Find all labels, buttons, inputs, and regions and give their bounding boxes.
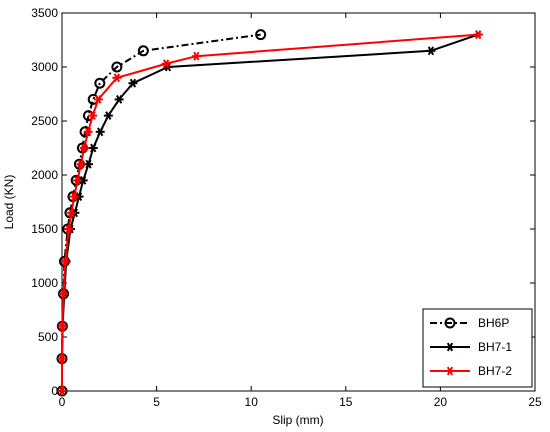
y-tick-label: 0 [51,384,58,398]
legend-entry: BH6P [430,316,509,330]
data-point [103,111,113,120]
legend-marker [445,366,455,376]
data-point [473,30,483,39]
x-tick-label: 25 [528,395,542,409]
x-axis-title: Slip (mm) [272,413,323,427]
legend-label: BH7-2 [478,364,512,378]
y-tick-label: 3000 [31,60,58,74]
legend-label: BH7-1 [478,340,512,354]
series-layer [56,29,483,397]
data-point [59,289,69,299]
x-tick-label: 0 [59,395,66,409]
data-point [57,386,67,396]
data-point [83,127,93,137]
data-point [57,321,67,331]
data-point [114,95,124,104]
legend-entry: BH7-1 [430,340,512,354]
y-tick-label: 2000 [31,168,58,182]
data-point [73,176,83,185]
x-tick-label: 5 [153,395,160,409]
data-point [94,77,106,89]
y-tick-label: 1000 [31,276,58,290]
data-point [255,29,267,41]
ticks-layer: 0 5 10 15 20 25 0 500 1000 1500 2000 2500 3000 3500 [31,6,542,409]
legend-entry: BH7-2 [430,364,512,378]
data-point [426,46,436,56]
y-tick-label: 500 [38,330,58,344]
data-point [66,208,76,218]
data-point [76,159,86,169]
data-point [112,73,122,83]
data-point [191,51,201,61]
data-point [60,257,70,266]
legend-marker [444,317,456,329]
legend-entries: BH6P BH7-1 BH7-2 [430,316,512,378]
y-tick-label: 2500 [31,114,58,128]
legend: BH6P BH7-1 BH7-2 [422,308,533,388]
data-point [79,143,89,153]
data-point [69,192,79,201]
data-point [64,224,74,234]
x-tick-label: 10 [245,395,259,409]
data-point [111,61,123,73]
data-point [88,143,98,153]
series-BH7-2 [57,30,483,396]
data-point [88,111,98,120]
x-tick-label: 20 [434,395,448,409]
data-point [137,45,149,57]
data-point [95,127,105,137]
legend-label: BH6P [478,316,509,330]
data-point [128,78,138,88]
data-point [161,59,171,69]
y-axis-title: Load (KN) [2,175,16,230]
x-tick-label: 15 [339,395,353,409]
y-tick-label: 3500 [31,6,58,20]
data-point [83,159,93,169]
data-point [57,354,67,363]
series-line [61,33,479,391]
legend-marker [445,342,455,352]
y-tick-label: 1500 [31,222,58,236]
data-point [93,95,103,104]
